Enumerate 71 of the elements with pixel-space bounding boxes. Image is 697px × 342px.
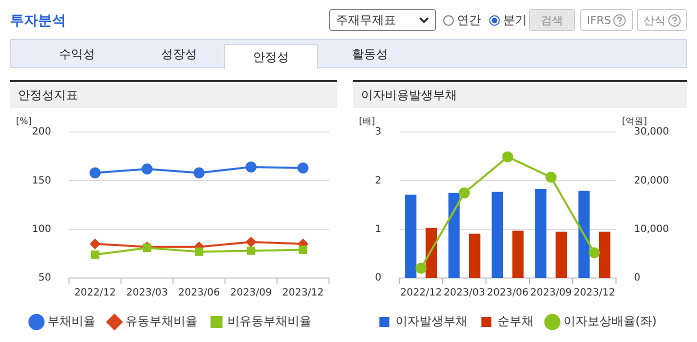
- y-tick-label: 2: [374, 175, 382, 186]
- x-tick-label: 2022/12: [74, 288, 116, 299]
- x-tick-label: 2023/12: [574, 288, 616, 299]
- legend-label: 순부채: [497, 314, 534, 328]
- bar: [492, 192, 504, 278]
- text: 연간: [457, 12, 481, 29]
- x-tick-label: 2023/03: [126, 288, 168, 299]
- bar: [426, 228, 437, 278]
- y-tick-label: 3: [374, 126, 382, 138]
- text: 활동성: [351, 46, 389, 62]
- legend-label: 비유동부채비율: [228, 314, 312, 328]
- point: [246, 246, 256, 255]
- bar: [468, 234, 480, 278]
- text: 검색: [529, 9, 575, 31]
- bar: [512, 230, 524, 278]
- point: [458, 187, 470, 198]
- text: IFRS: [586, 14, 612, 26]
- point: [588, 247, 600, 258]
- legend-label: 이자발생부채: [395, 314, 468, 328]
- text: 투자분석: [10, 12, 66, 30]
- point: [90, 238, 100, 249]
- bar: [405, 194, 416, 278]
- x-tick-label: 2023/09: [530, 288, 572, 299]
- y-axis-title: [배]: [359, 116, 376, 127]
- bar: [535, 188, 546, 278]
- point: [142, 244, 152, 252]
- point: [194, 248, 204, 256]
- point: [194, 167, 205, 178]
- text: 안정성: [224, 44, 318, 69]
- chart-title: 안정성지표: [10, 82, 337, 108]
- point: [502, 151, 514, 162]
- point: [246, 162, 257, 173]
- point: [416, 262, 427, 274]
- bar: [598, 232, 610, 278]
- y-tick-label: 200: [32, 126, 52, 138]
- point: [298, 246, 308, 254]
- legend-label: 부채비율: [48, 314, 96, 328]
- bar: [578, 190, 590, 278]
- bar: [556, 232, 567, 278]
- point: [142, 163, 153, 174]
- y-tick-label: 1: [374, 224, 382, 235]
- point: [546, 172, 557, 183]
- y2-tick-label: 10,000: [634, 224, 670, 235]
- y-tick-label: 50: [38, 272, 52, 284]
- x-tick-label: 2023/12: [282, 288, 324, 299]
- text: 수익성: [58, 46, 96, 62]
- y2-tick-label: 0: [634, 272, 640, 284]
- text: 산식: [644, 12, 666, 28]
- text: 분기: [503, 12, 527, 29]
- legend-label: 이자보상배율(좌): [563, 314, 657, 328]
- point: [246, 236, 256, 247]
- y-axis-title: [%]: [16, 116, 32, 127]
- y-tick-label: 0: [374, 272, 382, 284]
- y2-tick-label: 20,000: [634, 175, 670, 186]
- y-tick-label: 150: [32, 175, 52, 186]
- point: [90, 167, 101, 178]
- x-tick-label: 2023/03: [444, 288, 486, 299]
- x-tick-label: 2023/06: [178, 288, 220, 299]
- x-tick-label: 2023/09: [230, 288, 272, 299]
- point: [298, 162, 309, 174]
- bar: [448, 192, 460, 278]
- legend-label: 유동부채비율: [126, 314, 198, 328]
- x-tick-label: 2023/06: [486, 288, 528, 299]
- y2-tick-label: 30,000: [634, 126, 670, 138]
- y2-axis-title: [억원]: [622, 116, 648, 127]
- x-tick-label: 2022/12: [400, 288, 442, 299]
- y-tick-label: 100: [32, 224, 52, 235]
- text: 주재무제표: [336, 12, 396, 28]
- chart-title: 이자비용발생부채: [353, 82, 687, 108]
- text: 성장성: [160, 46, 198, 62]
- point: [90, 250, 100, 259]
